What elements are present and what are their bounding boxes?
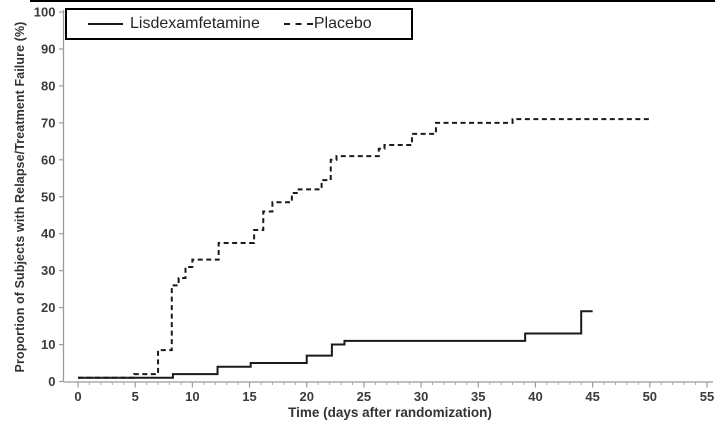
placebo-line-sample-icon xyxy=(283,23,313,25)
legend-label-placebo: Placebo xyxy=(313,15,372,32)
y-tick-label: 0 xyxy=(48,374,55,389)
y-tick-label: 80 xyxy=(41,78,55,93)
curve-lisdexamfetamine xyxy=(78,310,593,379)
x-axis-title: Time (days after randomization) xyxy=(288,405,492,420)
legend-label-lisdexamfetamine: Lisdexamfetamine xyxy=(130,15,260,32)
x-tick-label: 15 xyxy=(242,389,256,404)
y-tick-label: 20 xyxy=(41,300,55,315)
x-tick-label: 35 xyxy=(471,389,485,404)
x-tick-label: 20 xyxy=(299,389,313,404)
curve-placebo xyxy=(78,118,650,379)
x-tick-label: 10 xyxy=(185,389,199,404)
y-tick-label: 40 xyxy=(41,226,55,241)
x-tick-label: 55 xyxy=(700,389,714,404)
x-tick-label: 30 xyxy=(414,389,428,404)
x-tick-label: 50 xyxy=(643,389,657,404)
x-tick-label: 40 xyxy=(528,389,542,404)
y-tick-label: 30 xyxy=(41,263,55,278)
x-tick-label: 25 xyxy=(357,389,371,404)
y-tick-label: 100 xyxy=(34,5,56,20)
y-tick-label: 70 xyxy=(41,115,55,130)
x-tick-label: 0 xyxy=(74,389,81,404)
x-tick-label: 45 xyxy=(585,389,599,404)
legend: Lisdexamfetamine Placebo xyxy=(65,8,413,40)
x-tick-label: 5 xyxy=(132,389,139,404)
lisdexamfetamine-line-sample-icon xyxy=(88,23,123,25)
y-tick-label: 60 xyxy=(41,152,55,167)
top-border-rule xyxy=(30,0,715,2)
y-tick-label: 50 xyxy=(41,189,55,204)
y-tick-label: 90 xyxy=(41,41,55,56)
y-tick-label: 10 xyxy=(41,337,55,352)
y-axis-title: Proportion of Subjects with Relapse/Trea… xyxy=(13,21,27,373)
